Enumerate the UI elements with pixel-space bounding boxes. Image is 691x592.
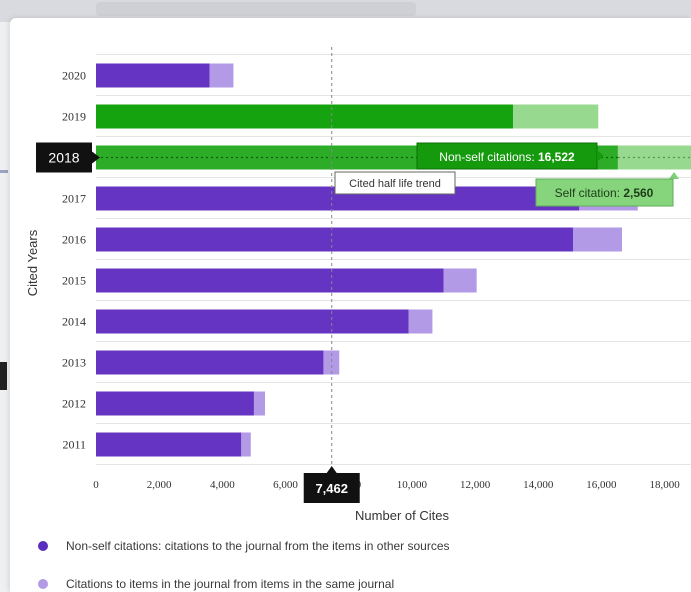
- tooltip-arrow: [597, 150, 604, 162]
- tooltip-text: Self citation: 2,560: [555, 186, 654, 200]
- legend-item-self[interactable]: Citations to items in the journal from i…: [38, 577, 394, 591]
- tick-label-y: 2013: [62, 356, 86, 370]
- y-axis-title: Cited Years: [25, 229, 40, 296]
- bar-nonself[interactable]: [96, 104, 513, 129]
- tick-label-y: 2017: [62, 192, 86, 206]
- tick-label-y: 2016: [62, 233, 86, 247]
- legend-dot-nonself: [38, 541, 48, 551]
- nonself-tooltip: Non-self citations: 16,522: [416, 142, 604, 170]
- bar-self[interactable]: [323, 350, 340, 375]
- background-header-blur: [96, 2, 416, 16]
- badge-box: [36, 142, 92, 173]
- background-block: [0, 362, 7, 390]
- badge-arrow: [326, 466, 337, 473]
- highlight-category-badge: 2018: [36, 142, 100, 173]
- tick-label-y: 2012: [62, 397, 86, 411]
- reference-value-label: 7,462: [315, 481, 348, 496]
- tick-label-x: 18,000: [649, 479, 680, 491]
- bar-self[interactable]: [209, 63, 234, 88]
- tooltip-label: Non-self citations:: [439, 150, 538, 164]
- bar-nonself[interactable]: [96, 268, 444, 293]
- background-left-panel: [0, 22, 10, 592]
- background-header-strip: [0, 0, 691, 22]
- bar-self[interactable]: [408, 309, 433, 334]
- bar-self[interactable]: [512, 104, 599, 129]
- bar-nonself[interactable]: [96, 350, 324, 375]
- tooltip-text: Non-self citations: 16,522: [439, 150, 575, 164]
- tooltip-box: [334, 171, 456, 195]
- x-axis-title: Number of Cites: [355, 508, 449, 523]
- tick-label-x: 12,000: [460, 479, 491, 491]
- tooltip-value: 16,522: [538, 150, 575, 164]
- bar-self[interactable]: [443, 268, 477, 293]
- tooltip-text: Cited half life trend: [349, 178, 441, 190]
- half-life-tooltip: Cited half life trend: [334, 171, 456, 195]
- tick-label-y-highlighted: 2018: [48, 150, 79, 166]
- badge-arrow: [92, 151, 100, 164]
- background-mark: [0, 170, 8, 173]
- self-tooltip: Self citation: 2,560: [535, 172, 679, 207]
- tick-label-y: 2011: [62, 438, 86, 452]
- tick-label-x: 16,000: [586, 479, 617, 491]
- tick-label-x: 2,000: [147, 479, 172, 491]
- tick-label-y: 2019: [62, 110, 86, 124]
- legend-label-self: Citations to items in the journal from i…: [66, 577, 395, 591]
- legend-label-nonself: Non-self citations: citations to the jou…: [66, 539, 450, 553]
- bar-self[interactable]: [241, 432, 251, 457]
- tooltip-box: [535, 178, 674, 207]
- tick-label-x: 4,000: [210, 479, 235, 491]
- legend-item-nonself[interactable]: Non-self citations: citations to the jou…: [38, 539, 450, 553]
- tick-label-x: 10,000: [397, 479, 428, 491]
- bar-nonself[interactable]: [96, 391, 254, 416]
- chart-card: 2020 2019 2017 2016 2015 2014 2013 2012 2011 2018…: [10, 18, 691, 592]
- tooltip-label: Self citation:: [555, 186, 624, 200]
- reference-value-badge: 7,462: [303, 466, 360, 503]
- legend-dot-self: [38, 579, 48, 589]
- citation-bar-chart: 2020 2019 2017 2016 2015 2014 2013 2012 2011 2018…: [25, 47, 691, 523]
- bar-self[interactable]: [253, 391, 266, 416]
- tick-label-x: 6,000: [273, 479, 298, 491]
- tooltip-box: [416, 142, 598, 170]
- tooltip-value: 2,560: [623, 186, 653, 200]
- tick-label-y: 2020: [62, 69, 86, 83]
- bar-nonself[interactable]: [96, 63, 210, 88]
- tooltip-arrow: [669, 172, 679, 179]
- tick-label-x: 0: [93, 479, 99, 491]
- bar-self[interactable]: [573, 227, 622, 252]
- badge-box: [303, 473, 360, 503]
- tick-label-x: 14,000: [523, 479, 554, 491]
- bar-nonself[interactable]: [96, 309, 409, 334]
- tick-label-y: 2014: [62, 315, 86, 329]
- tick-label-y: 2015: [62, 274, 86, 288]
- bar-nonself[interactable]: [96, 227, 574, 252]
- bar-nonself[interactable]: [96, 432, 242, 457]
